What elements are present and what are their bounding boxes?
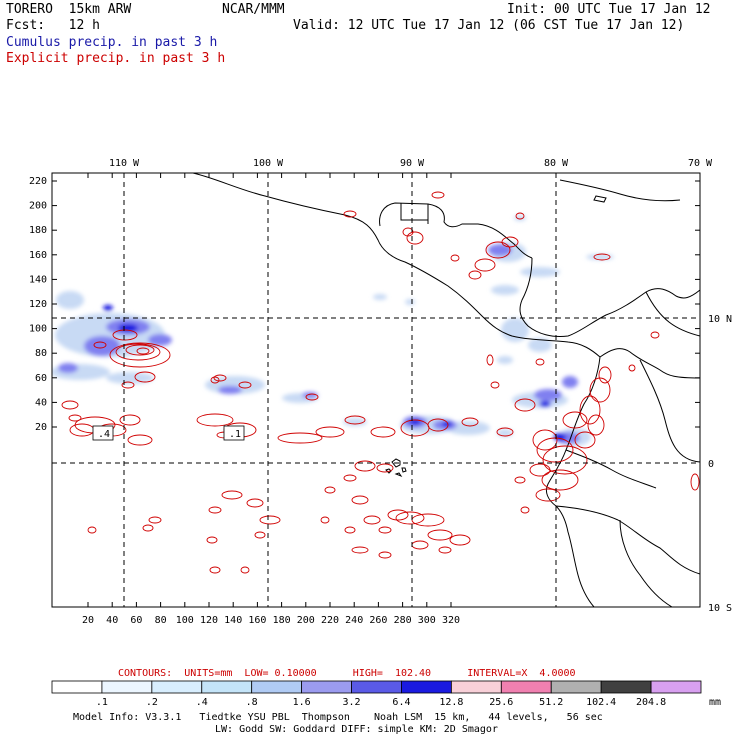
colorbar-swatch bbox=[51, 680, 103, 694]
colorbar-swatch bbox=[650, 680, 702, 694]
x-tick-label: 260 bbox=[369, 615, 387, 626]
x-tick-label: 100 bbox=[176, 615, 194, 626]
x-tick-label: 140 bbox=[224, 615, 242, 626]
colorbar-swatch bbox=[550, 680, 602, 694]
colorbar-label: .4 bbox=[196, 697, 208, 708]
colorbar-label: 51.2 bbox=[539, 697, 563, 708]
forecast-hour: Fcst: 12 h bbox=[6, 18, 100, 33]
y-tick-label: 140 bbox=[29, 274, 47, 285]
colorbar-unit: mm bbox=[709, 697, 721, 708]
contour-label-2: .1 bbox=[229, 429, 241, 440]
contours-info: CONTOURS: UNITS=mm LOW= 0.10000 HIGH= 10… bbox=[118, 668, 576, 679]
model-info: Model Info: V3.3.1 Tiedtke YSU PBL Thomp… bbox=[73, 712, 603, 723]
colorbar-swatch bbox=[500, 680, 552, 694]
init-time: Init: 00 UTC Tue 17 Jan 12 bbox=[507, 2, 711, 17]
colorbar-label: .2 bbox=[146, 697, 158, 708]
colorbar-swatch bbox=[151, 680, 203, 694]
x-tick-label: 320 bbox=[442, 615, 460, 626]
lat-label: 10 S bbox=[708, 603, 732, 614]
lon-label: 80 W bbox=[544, 158, 569, 169]
lon-label: 70 W bbox=[688, 158, 713, 169]
y-tick-label: 20 bbox=[35, 422, 47, 433]
physics-info: LW: Godd SW: Goddard DIFF: simple KM: 2D… bbox=[215, 724, 498, 735]
graticule bbox=[52, 173, 700, 607]
coastlines bbox=[192, 173, 700, 607]
y-tick-label: 180 bbox=[29, 225, 47, 236]
y-tick-label: 100 bbox=[29, 324, 47, 335]
x-tick-label: 240 bbox=[345, 615, 363, 626]
colorbar-label: 3.2 bbox=[343, 697, 361, 708]
lon-label: 90 W bbox=[400, 158, 425, 169]
x-tick-label: 280 bbox=[394, 615, 412, 626]
colorbar-label: 204.8 bbox=[636, 697, 666, 708]
x-tick-label: 300 bbox=[418, 615, 436, 626]
colorbar-swatch bbox=[301, 680, 352, 694]
lon-label: 100 W bbox=[253, 158, 284, 169]
plot-frame bbox=[51, 172, 701, 608]
y-tick-label: 160 bbox=[29, 250, 47, 261]
x-tick-label: 180 bbox=[273, 615, 291, 626]
y-tick-label: 80 bbox=[35, 348, 47, 359]
cumulus-legend: Cumulus precip. in past 3 h bbox=[6, 35, 218, 50]
x-tick-label: 200 bbox=[297, 615, 315, 626]
lat-label: 0 bbox=[708, 459, 714, 470]
x-tick-label: 40 bbox=[106, 615, 118, 626]
contour-label-1: .4 bbox=[98, 429, 110, 440]
x-tick-label: 120 bbox=[200, 615, 218, 626]
y-tick-label: 60 bbox=[35, 373, 47, 384]
explicit-legend: Explicit precip. in past 3 h bbox=[6, 51, 226, 66]
colorbar-swatch bbox=[251, 680, 303, 694]
y-tick-label: 220 bbox=[29, 176, 47, 187]
colorbar-swatch bbox=[401, 680, 452, 694]
colorbar-label: 6.4 bbox=[392, 697, 410, 708]
lon-label: 110 W bbox=[109, 158, 140, 169]
x-tick-label: 160 bbox=[248, 615, 266, 626]
colorbar-label: 1.6 bbox=[293, 697, 311, 708]
colorbar-swatch bbox=[600, 680, 652, 694]
valid-time: Valid: 12 UTC Tue 17 Jan 12 (06 CST Tue … bbox=[293, 18, 685, 33]
colorbar-label: 25.6 bbox=[489, 697, 513, 708]
colorbar-swatch bbox=[101, 680, 153, 694]
x-tick-label: 60 bbox=[130, 615, 142, 626]
model-title: TORERO 15km ARW bbox=[6, 2, 132, 17]
x-tick-label: 80 bbox=[155, 615, 167, 626]
cumulus-precip-layer bbox=[52, 215, 614, 446]
organization: NCAR/MMM bbox=[222, 2, 285, 17]
y-tick-label: 40 bbox=[35, 397, 47, 408]
colorbar-label: 102.4 bbox=[586, 697, 616, 708]
colorbar-label: 12.8 bbox=[439, 697, 463, 708]
y-tick-label: 200 bbox=[29, 201, 47, 212]
x-tick-label: 220 bbox=[321, 615, 339, 626]
lat-label: 10 N bbox=[708, 314, 732, 325]
colorbar-swatch bbox=[201, 680, 253, 694]
y-tick-label: 120 bbox=[29, 299, 47, 310]
colorbar-swatch bbox=[450, 680, 502, 694]
colorbar-swatch bbox=[351, 680, 402, 694]
x-tick-label: 20 bbox=[82, 615, 94, 626]
colorbar-label: .8 bbox=[246, 697, 258, 708]
explicit-precip-contours bbox=[61, 191, 700, 574]
colorbar-label: .1 bbox=[96, 697, 108, 708]
